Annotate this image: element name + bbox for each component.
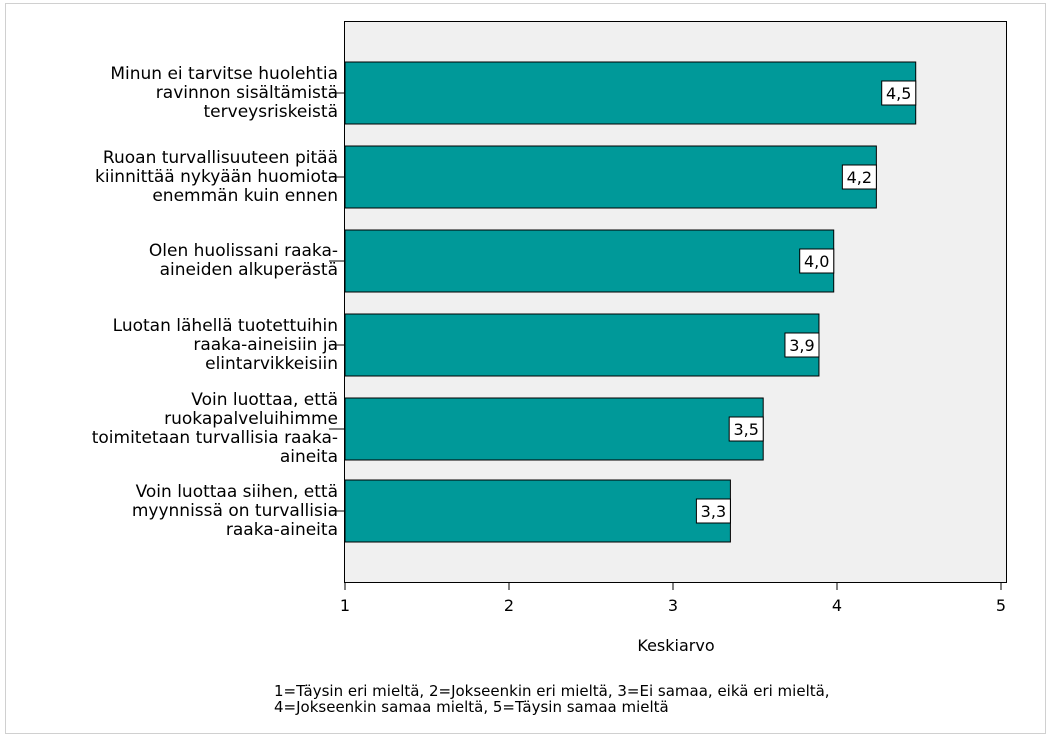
category-label-line: Ruoan turvallisuuteen pitää [102, 147, 338, 168]
category-label-line: raaka-aineita [225, 519, 338, 540]
category-label-line: kiinnittää nykyään huomiota [95, 166, 338, 187]
footnote: 1=Täysin eri mieltä, 2=Jokseenkin eri mi… [274, 683, 830, 715]
footnote-line-1: 1=Täysin eri mieltä, 2=Jokseenkin eri mi… [274, 682, 830, 700]
category-label-line: Voin luottaa siihen, että [135, 481, 338, 502]
category-label: Voin luottaa, että ruokapalveluihimme toim… [18, 391, 338, 467]
data-label: 4,5 [886, 84, 911, 103]
category-label: Luotan lähellä tuotettuihin raaka-aineisi… [18, 315, 338, 374]
bar [344, 313, 820, 377]
data-label-box [799, 248, 835, 274]
category-label-line: Minun ei tarvitse huolehtia [110, 63, 338, 84]
data-label: 4,0 [804, 252, 829, 271]
category-label: Minun ei tarvitse huolehtia ravinnon sisä… [18, 63, 338, 122]
data-label-box [695, 498, 731, 524]
x-axis-label: Keskiarvo [637, 636, 714, 655]
category-label-line: ravinnon sisältämistä [155, 82, 338, 103]
category-label-line: Voin luottaa, että [191, 390, 338, 410]
category-label-line: Luotan lähellä tuotettuihin [112, 315, 338, 336]
category-label-line: enemmän kuin ennen [152, 185, 338, 206]
data-label-box [784, 332, 820, 358]
category-label-line: aineiden alkuperästä [159, 260, 338, 280]
data-label: 4,2 [847, 168, 872, 187]
x-tick-label: 1 [340, 596, 350, 615]
category-label-line: myynnissä on turvallisia [131, 500, 338, 521]
data-label: 3,9 [789, 336, 814, 355]
bar [344, 61, 917, 125]
footnote-line-2: 4=Jokseenkin samaa mieltä, 5=Täysin sama… [274, 698, 669, 716]
x-tick-label: 5 [996, 596, 1006, 615]
data-label-box [728, 416, 764, 442]
bar [344, 397, 764, 461]
category-label-line: elintarvikkeisiin [205, 353, 338, 374]
data-label-box [881, 80, 917, 106]
bar [344, 145, 877, 209]
category-label-line: raaka-aineisiin ja [193, 334, 338, 355]
category-label-line: terveysriskeistä [203, 101, 338, 122]
category-label-line: ruokapalveluihimme [164, 409, 338, 429]
data-label: 3,5 [733, 420, 758, 439]
category-label-line: Olen huolissani raaka- [148, 241, 338, 261]
category-label: Ruoan turvallisuuteen pitää kiinnittää ny… [18, 147, 338, 206]
category-label-line: toimitetaan turvallisia raaka- [91, 428, 338, 448]
bar [344, 479, 731, 543]
category-label: Olen huolissani raaka-aineiden alkuperäs… [18, 242, 338, 280]
data-label-box [841, 164, 877, 190]
bar [344, 229, 835, 293]
x-tick-label: 3 [668, 596, 678, 615]
x-tick-label: 4 [832, 596, 842, 615]
data-label: 3,3 [701, 502, 726, 521]
x-tick-label: 2 [504, 596, 514, 615]
category-label: Voin luottaa siihen, että myynnissä on tu… [18, 481, 338, 540]
category-label-line: aineita [279, 447, 338, 467]
